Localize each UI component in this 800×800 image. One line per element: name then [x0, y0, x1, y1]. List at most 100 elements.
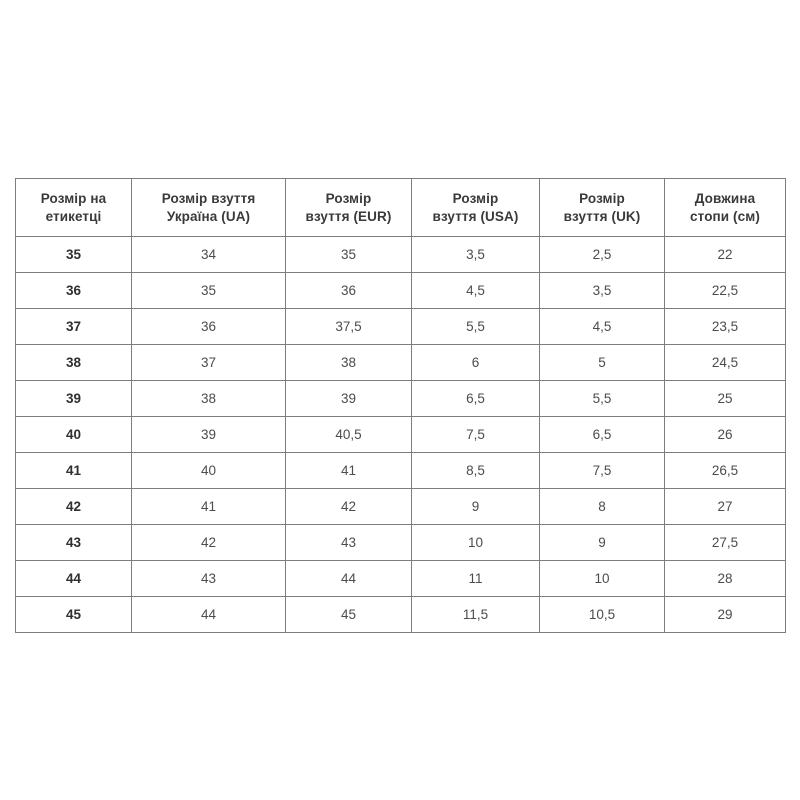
table-row: 39 38 39 6,5 5,5 25: [15, 380, 786, 417]
size-value-cell: 29: [664, 596, 786, 633]
size-value-cell: 7,5: [411, 416, 540, 453]
table-row: 43 42 43 10 9 27,5: [15, 524, 786, 561]
column-header-0: Розмір на етикетці: [15, 178, 132, 237]
size-value-cell: 38: [285, 344, 412, 381]
size-value-cell: 26,5: [664, 452, 786, 489]
size-value-cell: 40,5: [285, 416, 412, 453]
column-header-line1: Розмір: [325, 190, 372, 206]
size-value-cell: 4,5: [411, 272, 540, 309]
table-row: 40 39 40,5 7,5 6,5 26: [15, 416, 786, 453]
size-value-cell: 8: [539, 488, 665, 525]
column-header-line2: взуття (UK): [563, 208, 641, 224]
size-value-cell: 7,5: [539, 452, 665, 489]
size-value-cell: 43: [285, 524, 412, 561]
column-header-2: Розмір взуття (EUR): [285, 178, 412, 237]
table-row: 44 43 44 11 10 28: [15, 560, 786, 597]
size-value-cell: 9: [411, 488, 540, 525]
size-label-cell: 41: [15, 452, 132, 489]
column-header-line1: Розмір: [452, 190, 499, 206]
table-row: 36 35 36 4,5 3,5 22,5: [15, 272, 786, 309]
table-row: 35 34 35 3,5 2,5 22: [15, 236, 786, 273]
size-value-cell: 34: [131, 236, 286, 273]
size-value-cell: 41: [285, 452, 412, 489]
size-value-cell: 36: [131, 308, 286, 345]
size-value-cell: 8,5: [411, 452, 540, 489]
size-value-cell: 4,5: [539, 308, 665, 345]
column-header-line1: Розмір взуття: [161, 190, 256, 206]
size-value-cell: 22: [664, 236, 786, 273]
size-label-cell: 37: [15, 308, 132, 345]
size-value-cell: 35: [285, 236, 412, 273]
size-chart-table-container: Розмір на етикетці Розмір взуття Україна (U…: [15, 178, 786, 633]
size-value-cell: 6,5: [539, 416, 665, 453]
size-value-cell: 37: [131, 344, 286, 381]
column-header-line1: Довжина: [694, 190, 756, 206]
column-header-line2: взуття (USA): [432, 208, 519, 224]
column-header-line1: Розмір на: [40, 190, 107, 206]
size-value-cell: 10: [539, 560, 665, 597]
table-row: 41 40 41 8,5 7,5 26,5: [15, 452, 786, 489]
size-value-cell: 42: [131, 524, 286, 561]
size-value-cell: 27,5: [664, 524, 786, 561]
size-label-cell: 42: [15, 488, 132, 525]
size-value-cell: 38: [131, 380, 286, 417]
size-value-cell: 44: [131, 596, 286, 633]
size-value-cell: 11: [411, 560, 540, 597]
size-label-cell: 35: [15, 236, 132, 273]
size-value-cell: 41: [131, 488, 286, 525]
column-header-4: Розмір взуття (UK): [539, 178, 665, 237]
size-value-cell: 44: [285, 560, 412, 597]
size-label-cell: 39: [15, 380, 132, 417]
size-value-cell: 22,5: [664, 272, 786, 309]
size-value-cell: 25: [664, 380, 786, 417]
column-header-line2: стопи (см): [690, 208, 760, 224]
size-value-cell: 45: [285, 596, 412, 633]
size-value-cell: 10: [411, 524, 540, 561]
size-value-cell: 39: [285, 380, 412, 417]
size-label-cell: 36: [15, 272, 132, 309]
column-header-5: Довжина стопи (см): [664, 178, 786, 237]
column-header-line2: Україна (UA): [166, 208, 251, 224]
size-value-cell: 6,5: [411, 380, 540, 417]
table-row: 42 41 42 9 8 27: [15, 488, 786, 525]
column-header-line2: взуття (EUR): [305, 208, 392, 224]
size-label-cell: 40: [15, 416, 132, 453]
size-value-cell: 27: [664, 488, 786, 525]
column-header-1: Розмір взуття Україна (UA): [131, 178, 286, 237]
size-value-cell: 28: [664, 560, 786, 597]
size-value-cell: 5,5: [411, 308, 540, 345]
table-row: 37 36 37,5 5,5 4,5 23,5: [15, 308, 786, 345]
size-value-cell: 40: [131, 452, 286, 489]
size-value-cell: 5: [539, 344, 665, 381]
table-header: Розмір на етикетці Розмір взуття Україна (U…: [15, 178, 786, 237]
size-value-cell: 26: [664, 416, 786, 453]
size-value-cell: 9: [539, 524, 665, 561]
size-value-cell: 2,5: [539, 236, 665, 273]
size-label-cell: 44: [15, 560, 132, 597]
size-value-cell: 39: [131, 416, 286, 453]
table-body: 35 34 35 3,5 2,5 22 36 35 36 4,5 3,5 22,5 37 36 37,5 5,…: [15, 236, 786, 633]
size-value-cell: 11,5: [411, 596, 540, 633]
shoe-size-conversion-table: Розмір на етикетці Розмір взуття Україна (U…: [15, 178, 786, 633]
size-value-cell: 6: [411, 344, 540, 381]
column-header-line1: Розмір: [579, 190, 625, 206]
size-value-cell: 36: [285, 272, 412, 309]
size-value-cell: 24,5: [664, 344, 786, 381]
size-label-cell: 38: [15, 344, 132, 381]
size-value-cell: 3,5: [411, 236, 540, 273]
column-header-line2: етикетці: [45, 208, 102, 224]
size-value-cell: 10,5: [539, 596, 665, 633]
column-header-3: Розмір взуття (USA): [411, 178, 540, 237]
table-row: 38 37 38 6 5 24,5: [15, 344, 786, 381]
table-header-row: Розмір на етикетці Розмір взуття Україна (U…: [15, 178, 786, 237]
size-label-cell: 43: [15, 524, 132, 561]
size-value-cell: 5,5: [539, 380, 665, 417]
size-value-cell: 35: [131, 272, 286, 309]
size-value-cell: 37,5: [285, 308, 412, 345]
size-value-cell: 3,5: [539, 272, 665, 309]
table-row: 45 44 45 11,5 10,5 29: [15, 596, 786, 633]
size-label-cell: 45: [15, 596, 132, 633]
size-value-cell: 42: [285, 488, 412, 525]
size-value-cell: 23,5: [664, 308, 786, 345]
